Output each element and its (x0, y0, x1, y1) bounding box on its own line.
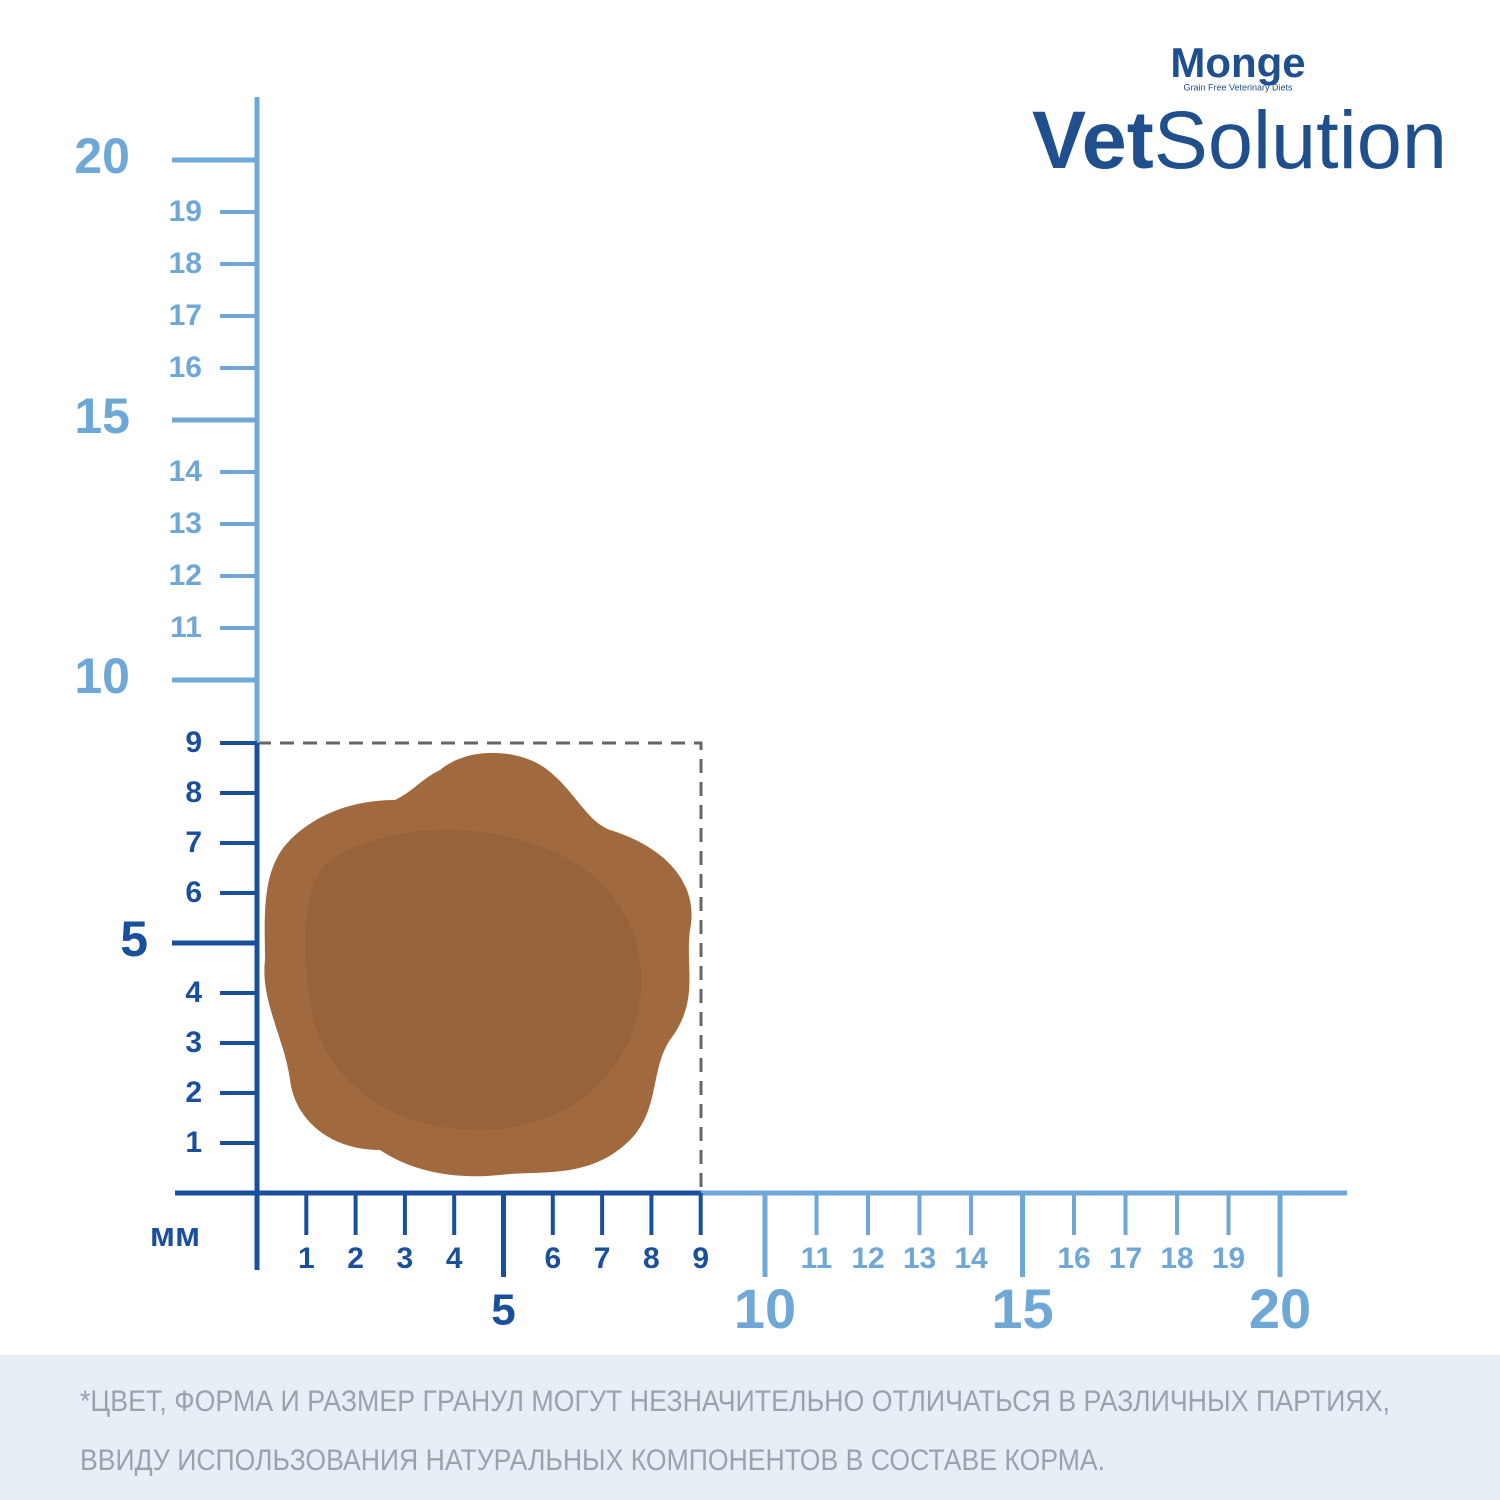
x-tick-label: 5 (491, 1286, 515, 1335)
x-tick-label: 2 (347, 1242, 364, 1275)
y-tick-label: 1 (185, 1126, 202, 1159)
footnote-line: ВВИДУ ИСПОЛЬЗОВАНИЯ НАТУРАЛЬНЫХ КОМПОНЕН… (80, 1444, 1105, 1477)
x-tick-label: 14 (954, 1242, 988, 1275)
product-bold: Vet (1032, 95, 1154, 186)
y-tick-label: 4 (185, 976, 202, 1009)
y-tick-label: 17 (169, 299, 202, 332)
x-tick-label: 16 (1057, 1242, 1090, 1275)
footnote-band (0, 1355, 1500, 1500)
y-tick-label: 14 (169, 455, 203, 488)
x-tick-label: 10 (734, 1277, 796, 1340)
x-tick-label: 11 (801, 1242, 833, 1275)
x-tick-label: 7 (594, 1242, 611, 1275)
x-tick-label: 6 (544, 1242, 561, 1275)
y-tick-label: 3 (185, 1026, 202, 1059)
product-name: VetSolution (1032, 95, 1447, 186)
x-tick-label: 13 (903, 1242, 936, 1275)
x-tick-label: 3 (397, 1242, 414, 1275)
y-tick-label: 16 (169, 351, 202, 384)
x-tick-label: 17 (1109, 1242, 1142, 1275)
x-tick-label: 12 (851, 1242, 884, 1275)
brand-tagline: Grain Free Veterinary Diets (1183, 82, 1293, 92)
x-tick-label: 15 (991, 1277, 1053, 1340)
x-tick-label: 4 (446, 1242, 463, 1275)
y-tick-label: 10 (74, 648, 130, 704)
x-tick-label: 8 (643, 1242, 660, 1275)
y-tick-label: 2 (185, 1076, 202, 1109)
y-tick-label: 18 (169, 247, 202, 280)
x-tick-label: 19 (1212, 1242, 1245, 1275)
y-tick-label: 7 (185, 826, 202, 859)
size-box (257, 741, 703, 1193)
y-tick-label: 11 (170, 611, 202, 644)
y-tick-label: 9 (185, 726, 202, 759)
x-tick-label: 20 (1249, 1277, 1311, 1340)
y-tick-label: 6 (185, 876, 202, 909)
y-tick-label: 12 (169, 559, 202, 592)
x-tick-label: 1 (298, 1242, 315, 1275)
x-tick-label: 9 (692, 1242, 709, 1275)
kibble-shade (305, 829, 642, 1130)
y-tick-label: 19 (169, 195, 202, 228)
unit-label: мм (150, 1216, 200, 1254)
y-tick-label: 15 (74, 388, 130, 444)
brand-name: Monge (1170, 39, 1305, 86)
product-light: Solution (1154, 95, 1447, 186)
y-tick-label: 13 (169, 507, 202, 540)
y-tick-label: 5 (120, 911, 148, 967)
y-tick-label: 20 (74, 128, 130, 184)
y-tick-label: 8 (185, 776, 202, 809)
footnote-line: *ЦВЕТ, ФОРМА И РАЗМЕР ГРАНУЛ МОГУТ НЕЗНА… (80, 1385, 1390, 1418)
x-tick-label: 18 (1160, 1242, 1193, 1275)
